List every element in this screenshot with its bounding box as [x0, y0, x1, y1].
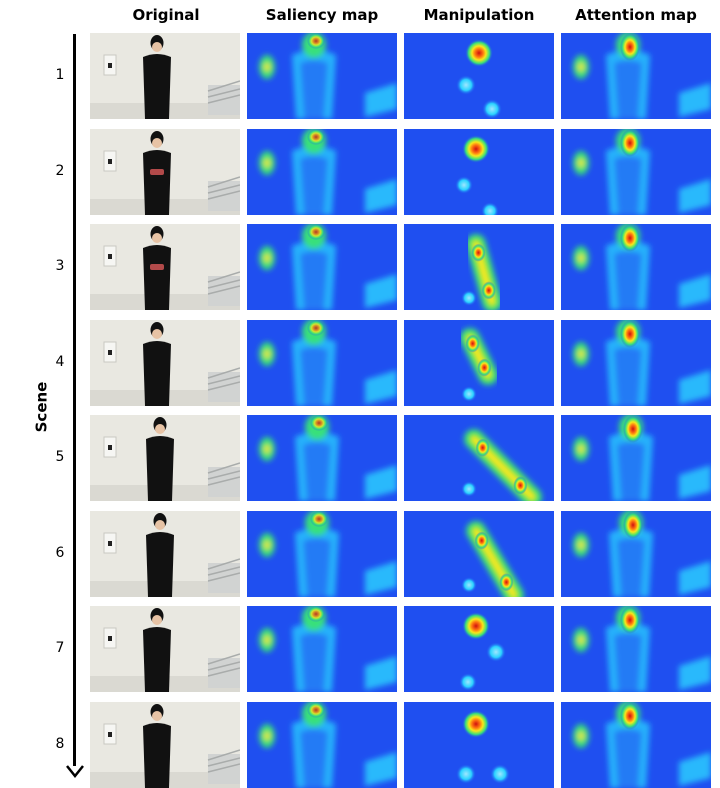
scene-axis-title: Scene [32, 381, 51, 433]
manipulation-map-panel [404, 511, 554, 597]
header-saliency-map: Saliency map [265, 6, 379, 24]
scene-label: 2 [55, 163, 65, 179]
saliency-map-panel [247, 511, 397, 597]
scene-axis-arrow-icon [66, 765, 84, 779]
original-frame [90, 415, 240, 501]
original-frame [90, 606, 240, 692]
original-frame [90, 224, 240, 310]
header-original: Original [132, 6, 200, 24]
saliency-map-panel [247, 415, 397, 501]
attention-map-panel [561, 129, 711, 215]
manipulation-map-panel [404, 129, 554, 215]
original-frame [90, 702, 240, 788]
manipulation-map-panel [404, 224, 554, 310]
original-frame [90, 511, 240, 597]
manipulation-map-panel [404, 606, 554, 692]
scene-label: 4 [55, 354, 65, 370]
scene-label: 7 [55, 640, 65, 656]
scene-axis-line [73, 34, 76, 766]
attention-map-panel [561, 606, 711, 692]
original-frame [90, 129, 240, 215]
saliency-map-panel [247, 224, 397, 310]
original-frame [90, 33, 240, 119]
original-frame [90, 320, 240, 406]
saliency-map-panel [247, 320, 397, 406]
attention-map-panel [561, 415, 711, 501]
scene-label: 1 [55, 67, 65, 83]
attention-map-panel [561, 511, 711, 597]
attention-map-panel [561, 224, 711, 310]
attention-map-panel [561, 33, 711, 119]
scene-label: 8 [55, 736, 65, 752]
saliency-map-panel [247, 702, 397, 788]
scene-label: 5 [55, 449, 65, 465]
manipulation-map-panel [404, 320, 554, 406]
scene-label: 3 [55, 258, 65, 274]
saliency-map-panel [247, 33, 397, 119]
saliency-map-panel [247, 129, 397, 215]
header-attention-map: Attention map [575, 6, 697, 24]
attention-map-panel [561, 320, 711, 406]
attention-map-panel [561, 702, 711, 788]
manipulation-map-panel [404, 702, 554, 788]
saliency-map-panel [247, 606, 397, 692]
manipulation-map-panel [404, 33, 554, 119]
scene-label: 6 [55, 545, 65, 561]
manipulation-map-panel [404, 415, 554, 501]
header-manipulation-map: Manipulation map [423, 6, 535, 46]
